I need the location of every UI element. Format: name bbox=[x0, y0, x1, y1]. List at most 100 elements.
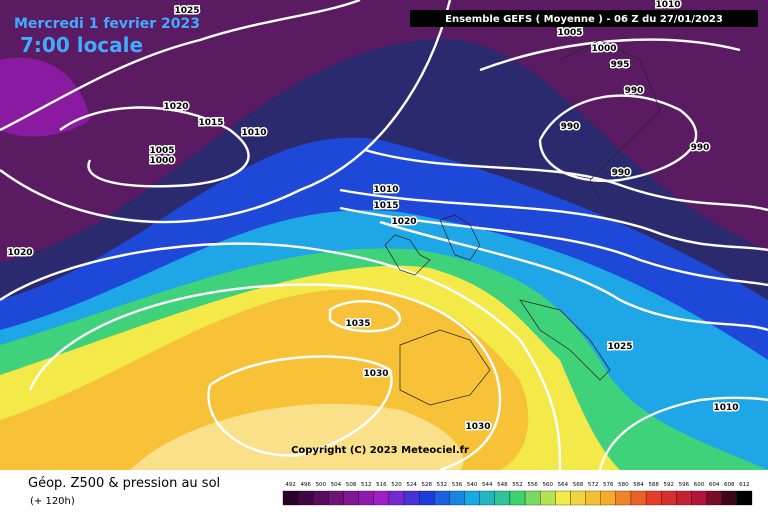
scale-cell bbox=[661, 490, 677, 506]
scale-label: 544 bbox=[482, 482, 493, 488]
scale-cell bbox=[736, 490, 753, 506]
isobar-label: 990 bbox=[625, 86, 644, 96]
scale-cell bbox=[706, 490, 722, 506]
scale-label: 608 bbox=[724, 482, 735, 488]
isobar-label: 1005 bbox=[557, 28, 582, 38]
scale-cell bbox=[388, 490, 405, 506]
isobar-label: 1000 bbox=[149, 156, 174, 166]
scale-cell bbox=[676, 490, 692, 506]
scale-label: 580 bbox=[618, 482, 629, 488]
scale-label: 596 bbox=[679, 482, 690, 488]
scale-cell bbox=[570, 490, 586, 506]
scale-cell bbox=[403, 490, 420, 506]
scale-cell bbox=[630, 490, 647, 506]
isobar bbox=[339, 188, 768, 252]
scale-cell bbox=[509, 490, 526, 506]
isobar-label: 1020 bbox=[163, 102, 188, 112]
scale-label: 540 bbox=[467, 482, 478, 488]
scale-cell bbox=[600, 490, 616, 506]
isobar-label: 990 bbox=[612, 168, 631, 178]
scale-label: 552 bbox=[512, 482, 523, 488]
scale-label: 556 bbox=[527, 482, 538, 488]
isobar-label: 1015 bbox=[373, 201, 398, 211]
isobar-label: 1005 bbox=[149, 146, 174, 156]
isobar-label: 1010 bbox=[373, 185, 398, 195]
isobar-label: 1020 bbox=[7, 248, 32, 258]
isobar-label: 1030 bbox=[465, 422, 490, 432]
scale-label: 548 bbox=[497, 482, 508, 488]
scale-label: 560 bbox=[543, 482, 554, 488]
isobar-label: 1010 bbox=[713, 403, 738, 413]
scale-label: 524 bbox=[406, 482, 417, 488]
scale-label: 500 bbox=[316, 482, 327, 488]
isobar-label: 1030 bbox=[363, 369, 388, 379]
time: 7:00 locale bbox=[20, 33, 143, 57]
isobar-labels: 1025100510009959901010102010151010990100… bbox=[6, 0, 740, 434]
scale-cell bbox=[297, 490, 314, 506]
isobar bbox=[339, 206, 768, 287]
scale-cell bbox=[615, 490, 632, 506]
isobar-label: 1010 bbox=[655, 0, 680, 10]
scale-cell bbox=[721, 490, 738, 506]
isobar bbox=[0, 0, 361, 132]
isobar bbox=[598, 396, 768, 471]
scale-cell bbox=[691, 490, 707, 506]
run-info: Ensemble GEFS ( Moyenne ) - 06 Z du 27/0… bbox=[445, 14, 723, 25]
region-magenta bbox=[0, 57, 90, 137]
scale-cell bbox=[645, 490, 662, 506]
scale-cell bbox=[540, 490, 556, 506]
scale-label: 516 bbox=[376, 482, 387, 488]
scale-cell bbox=[434, 490, 450, 506]
scale-label: 584 bbox=[633, 482, 644, 488]
isobar bbox=[207, 355, 393, 457]
scale-cell bbox=[419, 490, 435, 506]
scale-label: 528 bbox=[421, 482, 432, 488]
scale-label: 592 bbox=[664, 482, 675, 488]
scale-label: 536 bbox=[452, 482, 463, 488]
scale-cell bbox=[313, 490, 329, 506]
footer-subtitle: (+ 120h) bbox=[30, 496, 75, 507]
date: Mercredi 1 fevrier 2023 bbox=[14, 16, 200, 32]
isobar-label: 1020 bbox=[391, 217, 416, 227]
isobar bbox=[379, 220, 768, 332]
isobar bbox=[538, 94, 698, 183]
isobar-label: 990 bbox=[561, 122, 580, 132]
scale-cell bbox=[585, 490, 601, 506]
scale-label: 568 bbox=[573, 482, 584, 488]
footer-title: Géop. Z500 & pression au sol bbox=[28, 476, 220, 491]
isobar-label: 1015 bbox=[198, 118, 223, 128]
scale-label: 508 bbox=[346, 482, 357, 488]
scale-cell bbox=[343, 490, 359, 506]
isobar-label: 1025 bbox=[607, 342, 632, 352]
scale-label: 564 bbox=[558, 482, 569, 488]
scale-cell bbox=[464, 490, 480, 506]
scale-label: 588 bbox=[648, 482, 659, 488]
isobar bbox=[0, 0, 452, 224]
isobar bbox=[28, 283, 502, 472]
scale-label: 492 bbox=[285, 482, 296, 488]
scale-label: 612 bbox=[739, 482, 750, 488]
scale-cell bbox=[328, 490, 344, 506]
isobar bbox=[479, 38, 741, 72]
isobar bbox=[59, 106, 250, 188]
scale-cell bbox=[524, 490, 541, 506]
run-banner bbox=[410, 10, 758, 27]
isobar bbox=[328, 300, 402, 333]
scale-label: 504 bbox=[331, 482, 342, 488]
scale-cell bbox=[555, 490, 571, 506]
scale-label: 572 bbox=[588, 482, 599, 488]
scale-cell bbox=[449, 490, 465, 506]
color-scale: 492 496 500 504 508 512 516 520 524 528 532 536 540 5… bbox=[282, 482, 753, 506]
scale-cell bbox=[282, 490, 299, 506]
isobar-label: 1025 bbox=[174, 6, 199, 16]
scale-cell bbox=[358, 490, 374, 506]
scale-label: 576 bbox=[603, 482, 614, 488]
scale-label: 496 bbox=[300, 482, 311, 488]
scale-label: 532 bbox=[437, 482, 448, 488]
scale-cell bbox=[494, 490, 511, 506]
isobar-label: 990 bbox=[691, 143, 710, 153]
scale-cell bbox=[373, 490, 390, 506]
isobar-label: 1010 bbox=[241, 128, 266, 138]
scale-label: 512 bbox=[361, 482, 372, 488]
